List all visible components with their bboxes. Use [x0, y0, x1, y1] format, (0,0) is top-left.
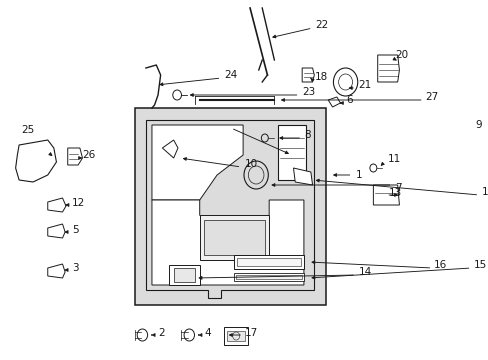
Polygon shape — [293, 168, 312, 185]
Polygon shape — [16, 140, 56, 182]
Polygon shape — [373, 185, 399, 205]
Text: 25: 25 — [21, 125, 35, 135]
Text: 17: 17 — [244, 328, 258, 338]
Text: 7: 7 — [394, 183, 401, 193]
Bar — [236, 275, 302, 279]
Text: 16: 16 — [433, 260, 447, 270]
Text: 15: 15 — [473, 260, 487, 270]
Bar — [237, 258, 301, 266]
Polygon shape — [48, 264, 65, 278]
Bar — [134, 108, 325, 305]
Text: 27: 27 — [425, 92, 438, 102]
Text: 19: 19 — [481, 187, 488, 197]
Text: 23: 23 — [302, 87, 315, 97]
Text: 5: 5 — [72, 225, 79, 235]
Text: 24: 24 — [224, 70, 237, 80]
Polygon shape — [48, 224, 65, 238]
Polygon shape — [152, 200, 303, 285]
Polygon shape — [199, 215, 268, 260]
Polygon shape — [203, 220, 264, 255]
Text: 11: 11 — [387, 154, 401, 164]
Text: 10: 10 — [244, 159, 258, 169]
Polygon shape — [377, 55, 399, 82]
Polygon shape — [48, 198, 66, 212]
Text: 13: 13 — [388, 188, 402, 198]
Polygon shape — [68, 148, 82, 165]
Text: 22: 22 — [315, 20, 328, 30]
Polygon shape — [162, 140, 178, 158]
Text: 26: 26 — [82, 150, 96, 160]
Polygon shape — [169, 265, 199, 285]
Text: 20: 20 — [394, 50, 407, 60]
Bar — [224, 327, 248, 345]
Bar — [277, 125, 305, 180]
Polygon shape — [327, 97, 340, 107]
Text: 1: 1 — [355, 170, 362, 180]
Polygon shape — [302, 68, 314, 82]
Bar — [234, 273, 303, 281]
Text: 14: 14 — [358, 267, 371, 277]
Bar — [234, 255, 303, 269]
Text: 4: 4 — [204, 328, 211, 338]
Text: 8: 8 — [303, 130, 310, 140]
Text: 3: 3 — [72, 263, 79, 273]
Text: 2: 2 — [158, 328, 164, 338]
Bar — [227, 331, 244, 341]
Polygon shape — [152, 125, 243, 200]
Text: 12: 12 — [72, 198, 85, 208]
Polygon shape — [173, 268, 195, 282]
Text: 21: 21 — [358, 80, 371, 90]
Text: 18: 18 — [315, 72, 328, 82]
Text: 9: 9 — [475, 120, 482, 130]
Text: 6: 6 — [346, 95, 352, 105]
